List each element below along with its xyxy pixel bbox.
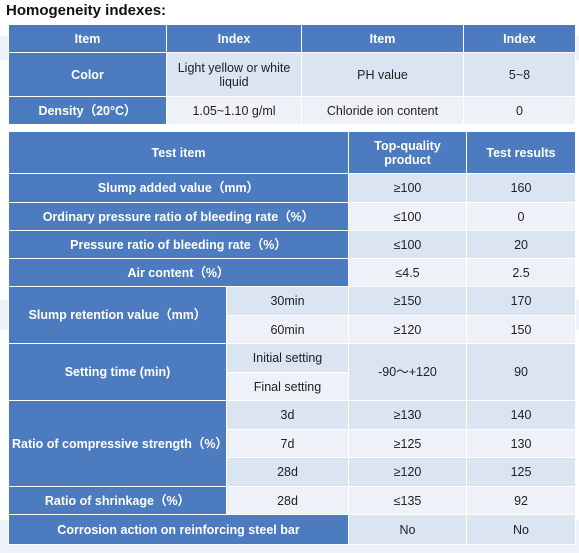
top-quality-value: ≥100 [348,173,468,203]
table-header-row: Item Index Item Index [8,24,576,53]
item-label: PH value [301,52,464,97]
test-item-label: Slump added value（mm） [7,173,350,203]
column-header-index: Index [463,24,576,53]
test-item-label: Ratio of compressive strength（%） [8,400,227,487]
table-row: Ordinary pressure ratio of bleeding rate… [7,202,577,231]
table-row: 60min ≥120 150 [9,315,577,344]
table-row: Slump added value（mm） ≥100 160 [7,173,577,203]
test-item-label: Pressure ratio of bleeding rate（%） [7,230,350,259]
table-row: Setting time (min) Initial setting -90～+… [8,343,577,401]
homogeneity-table: Item Index Item Index Color Light yellow… [8,24,576,125]
table-row: Corrosion action on reinforcing steel ba… [7,514,577,545]
table-row: Ratio of shrinkage（%） 28d ≤135 92 [8,486,577,515]
table-row: 28d ≥120 125 [9,457,577,487]
top-quality-value: ≥120 [348,315,468,344]
test-item-label: Air content（%） [7,258,350,287]
test-item-label: Ordinary pressure ratio of bleeding rate… [7,202,350,231]
sub-item-label: 7d [225,429,350,458]
item-label: Density（20°C） [8,96,167,125]
sub-item-label: Final setting [225,372,350,401]
top-quality-value: ≥125 [348,429,468,458]
test-result-value: 125 [466,457,577,487]
test-result-value: 90 [466,343,577,401]
test-result-value: 20 [466,230,577,259]
test-result-value: 2.5 [466,258,577,287]
test-result-value: 150 [466,315,577,344]
test-result-value: 130 [466,429,577,458]
test-item-label: Setting time (min) [8,343,227,401]
table-row: Air content（%） ≤4.5 2.5 [7,258,577,287]
table-row: Pressure ratio of bleeding rate（%） ≤100 … [7,230,577,259]
table-header-row: Test item Top-quality product Test resul… [7,131,577,174]
top-quality-value: ≥130 [348,400,468,430]
column-header-test-item: Test item [7,131,350,174]
top-quality-value: No [348,514,468,545]
table-row: Final setting [9,372,576,401]
index-value: Light yellow or white liquid [166,52,302,97]
item-label: Chloride ion content [301,96,464,125]
sub-item-label: 30min [225,286,350,316]
sub-item-label: Initial setting [225,343,350,373]
top-quality-value: ≥150 [348,286,468,316]
table-row: Color Light yellow or white liquid PH va… [8,52,576,97]
column-header-test-results: Test results [466,131,577,174]
test-result-value: 0 [466,202,577,231]
column-header-top-quality: Top-quality product [348,131,468,174]
test-results-table: Test item Top-quality product Test resul… [7,131,577,545]
test-item-label: Slump retention value（mm） [8,286,227,344]
index-value: 0 [463,96,576,125]
test-result-value: 160 [466,173,577,203]
top-quality-value: ≤4.5 [348,258,468,287]
table-row: 7d ≥125 130 [9,429,577,458]
test-item-label: Ratio of shrinkage（%） [8,486,227,515]
top-quality-value: ≤100 [348,202,468,231]
index-value: 1.05~1.10 g/ml [166,96,302,125]
test-result-value: No [466,514,577,545]
test-item-label: Corrosion action on reinforcing steel ba… [7,514,350,545]
column-header-item: Item [301,24,464,53]
sub-item-label: 3d [225,400,350,430]
top-quality-value: ≤135 [348,486,468,515]
test-result-value: 92 [466,486,577,515]
column-header-index: Index [166,24,302,53]
column-header-item: Item [8,24,167,53]
test-result-value: 170 [466,286,577,316]
index-value: 5~8 [463,52,576,97]
item-label: Color [8,52,167,97]
top-quality-value: -90～+120 [348,343,468,401]
test-result-value: 140 [466,400,577,430]
sub-item-label: 28d [225,457,350,487]
table-row: Density（20°C） 1.05~1.10 g/ml Chloride io… [8,96,576,125]
sub-item-label: 60min [225,315,350,344]
page-title: Homogeneity indexes: [6,2,167,19]
table-row: Slump retention value（mm） 30min ≥150 170 [8,286,577,344]
table-row: Ratio of compressive strength（%） 3d ≥130… [8,400,577,487]
top-quality-value: ≤100 [348,230,468,259]
sub-item-label: 28d [225,486,350,515]
top-quality-value: ≥120 [348,457,468,487]
